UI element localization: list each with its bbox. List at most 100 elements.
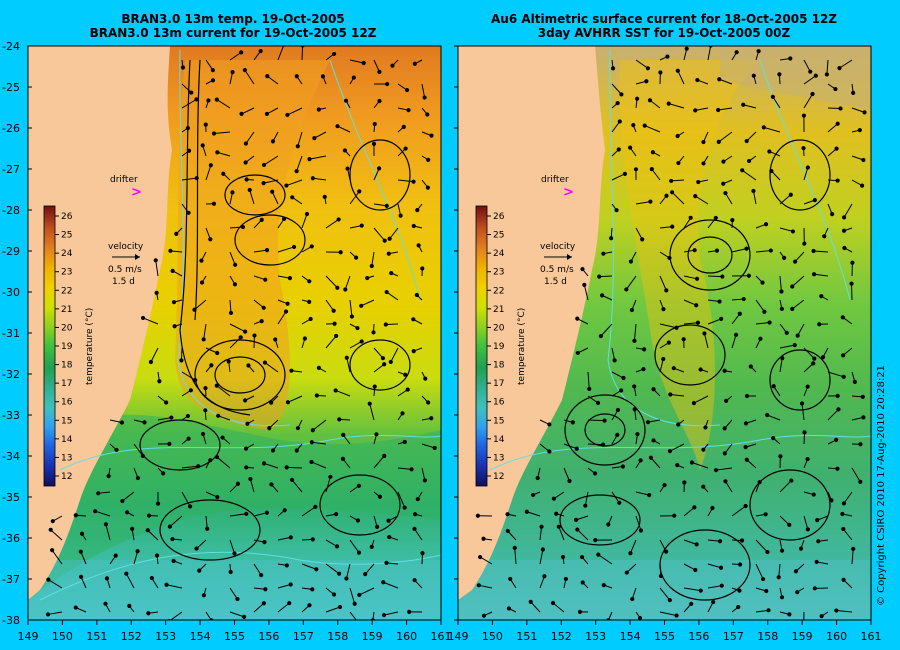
velocity-vector-head: [682, 480, 687, 485]
velocity-vector-head: [146, 611, 151, 616]
velocity-vector: [563, 467, 570, 482]
velocity-vector-head: [768, 248, 773, 253]
velocity-vector-head: [203, 385, 208, 391]
velocity-vector-head: [476, 583, 481, 588]
velocity-vector-head: [359, 339, 364, 344]
velocity-vector-head: [676, 422, 681, 427]
colorbar-tick-label: 16: [61, 398, 73, 408]
velocity-vector-head: [669, 178, 674, 184]
velocity-vector-head: [179, 358, 184, 363]
velocity-vector-head: [837, 66, 842, 71]
velocity-vector-head: [45, 612, 51, 617]
velocity-vector: [707, 46, 712, 61]
velocity-vector-head: [261, 461, 267, 466]
velocity-vector-head: [73, 605, 78, 610]
velocity-vector-head: [577, 609, 583, 614]
velocity-vector-head: [642, 347, 647, 352]
velocity-vector-head: [802, 241, 807, 246]
velocity-vector: [249, 478, 255, 493]
colorbar-tick-label: 19: [493, 342, 505, 352]
velocity-vector-head: [289, 477, 295, 483]
velocity-vector-head: [788, 56, 793, 61]
velocity-vector-head: [628, 551, 633, 556]
velocity-vector-head: [597, 274, 602, 279]
velocity-vector-head: [243, 329, 248, 334]
velocity-vector-head: [403, 372, 408, 377]
velocity-vector-head: [164, 582, 169, 587]
velocity-vector: [851, 548, 854, 565]
velocity-vector: [794, 251, 805, 262]
velocity-vector: [245, 131, 255, 144]
velocity-vector-head: [641, 366, 646, 372]
velocity-vector-head: [547, 449, 552, 454]
velocity-vector: [386, 291, 399, 301]
velocity-vector: [827, 371, 844, 378]
velocity-vector-head: [124, 571, 129, 576]
velocity-vector-head: [335, 285, 340, 290]
colorbar-tick-label: 15: [493, 416, 504, 426]
left-drifter-marker: >: [131, 185, 142, 200]
velocity-vector-head: [300, 46, 305, 48]
velocity-vector-head: [849, 281, 854, 286]
velocity-vector-head: [744, 457, 749, 462]
velocity-vector-head: [649, 167, 654, 172]
velocity-vector-head: [113, 553, 118, 558]
velocity-vector: [421, 467, 426, 481]
velocity-vector-head: [285, 301, 290, 306]
velocity-vector-head: [387, 534, 392, 540]
velocity-vector-head: [235, 596, 240, 602]
velocity-vector: [181, 491, 191, 507]
velocity-vector-head: [556, 524, 561, 529]
velocity-vector: [827, 409, 839, 421]
velocity-vector-head: [743, 503, 748, 509]
velocity-vector-head: [835, 121, 840, 126]
velocity-vector-head: [429, 133, 434, 138]
velocity-vector: [325, 539, 338, 547]
velocity-vector-head: [230, 70, 235, 75]
velocity-vector: [277, 46, 284, 61]
velocity-vector-head: [140, 315, 146, 321]
velocity-vector-head: [741, 296, 746, 302]
velocity-vector-head: [357, 592, 362, 598]
velocity-vector-head: [240, 224, 246, 230]
velocity-vector-head: [345, 166, 350, 171]
velocity-vector: [421, 443, 435, 449]
velocity-vector-head: [259, 217, 264, 222]
velocity-vector: [707, 318, 722, 325]
velocity-vector-head: [287, 601, 292, 606]
lon-tick-label: 156: [258, 630, 279, 643]
colorbar-tick-label: 20: [493, 323, 505, 333]
velocity-vector-head: [811, 361, 816, 366]
velocity-vector-head: [188, 388, 193, 393]
velocity-vector-head: [702, 331, 707, 336]
velocity-vector: [47, 611, 63, 615]
velocity-vector-head: [805, 527, 810, 532]
velocity-vector: [839, 59, 853, 69]
velocity-vector-head: [370, 618, 375, 620]
velocity-vector: [635, 227, 643, 240]
velocity-vector-head: [341, 432, 346, 438]
velocity-vector-head: [751, 73, 756, 78]
colorbar-tick-label: 21: [493, 305, 504, 315]
velocity-vector: [843, 491, 853, 504]
velocity-vector-head: [120, 498, 125, 504]
velocity-vector-head: [780, 355, 785, 361]
velocity-vector: [779, 344, 795, 349]
velocity-vector: [791, 299, 805, 310]
velocity-vector: [746, 131, 757, 142]
velocity-vector-head: [295, 144, 300, 149]
velocity-vector: [314, 131, 327, 139]
velocity-vector-head: [337, 571, 342, 576]
velocity-vector-head: [154, 290, 159, 295]
velocity-vector-head: [381, 613, 387, 618]
velocity-vector: [611, 347, 616, 361]
left-title-line1: BRAN3.0 13m temp. 19-Oct-2005: [121, 12, 345, 26]
velocity-vector-head: [174, 231, 179, 236]
velocity-vector-head: [816, 539, 821, 544]
velocity-vector-head: [412, 526, 417, 531]
velocity-vector-head: [201, 337, 206, 342]
velocity-vector-head: [200, 431, 206, 437]
velocity-vector-head: [359, 223, 364, 228]
velocity-vector-head: [415, 207, 420, 213]
velocity-vector: [383, 611, 399, 616]
